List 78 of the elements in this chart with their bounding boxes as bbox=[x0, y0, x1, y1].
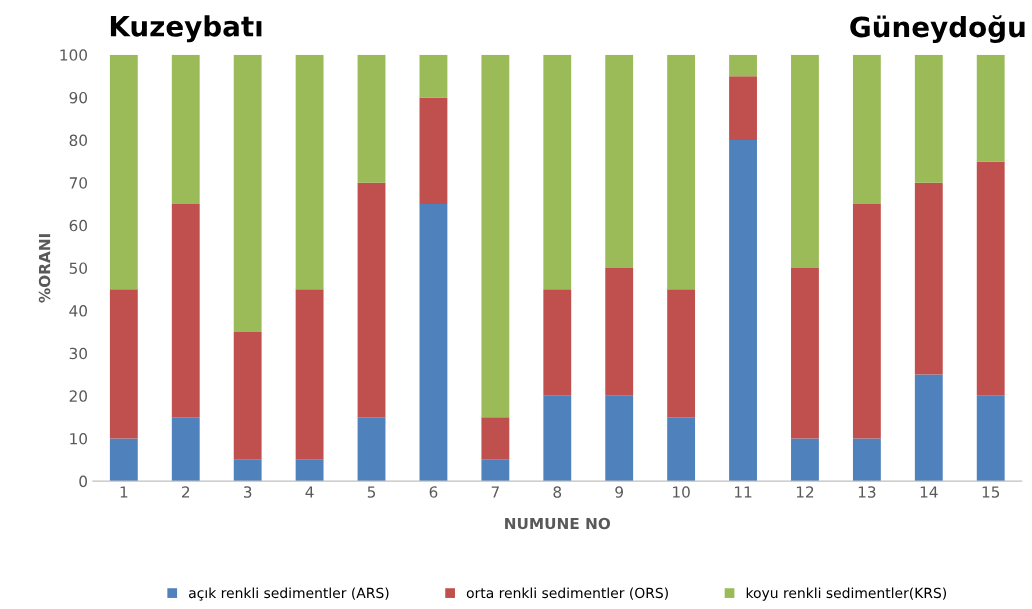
bar bbox=[543, 395, 572, 482]
bar bbox=[233, 331, 262, 460]
bar bbox=[914, 182, 943, 375]
legend-label: açık renkli sedimentler (ARS) bbox=[189, 587, 389, 601]
bar bbox=[481, 54, 510, 418]
bar bbox=[852, 438, 881, 482]
x-tick-label: 4 bbox=[305, 486, 314, 498]
bar bbox=[976, 54, 1005, 162]
y-tick-label: 50 bbox=[69, 262, 87, 274]
y-tick-label: 70 bbox=[69, 177, 87, 189]
bar bbox=[605, 54, 634, 268]
x-tick-label: 6 bbox=[429, 486, 438, 498]
bar bbox=[729, 140, 757, 482]
y-tick-label: 40 bbox=[69, 305, 87, 317]
x-tick-label: 15 bbox=[982, 486, 1000, 498]
y-axis-title: %ORANI bbox=[38, 234, 51, 303]
bar bbox=[295, 289, 324, 460]
bar bbox=[667, 417, 696, 482]
x-tick-label: 7 bbox=[491, 486, 499, 498]
x-tick-label: 14 bbox=[920, 486, 938, 498]
y-tick-label: 80 bbox=[69, 134, 87, 147]
bar bbox=[605, 395, 634, 482]
bar bbox=[295, 459, 324, 482]
y-tick-label: 60 bbox=[69, 219, 87, 232]
bar bbox=[419, 204, 448, 482]
y-tick-label: 30 bbox=[69, 347, 87, 360]
bar bbox=[171, 417, 200, 482]
bar bbox=[729, 54, 757, 77]
bar bbox=[357, 417, 386, 482]
bar bbox=[791, 54, 819, 268]
bar bbox=[914, 374, 943, 482]
bar bbox=[481, 459, 510, 482]
x-tick-label: 10 bbox=[673, 486, 690, 498]
x-tick-label: 5 bbox=[367, 486, 376, 498]
bar bbox=[852, 204, 881, 439]
x-tick-label: 13 bbox=[858, 486, 876, 498]
y-tick-label: 10 bbox=[70, 432, 87, 445]
bar bbox=[357, 182, 386, 418]
bar bbox=[233, 54, 262, 332]
bar bbox=[109, 54, 138, 290]
bar bbox=[419, 54, 448, 98]
x-tick-label: 9 bbox=[615, 486, 623, 498]
bar bbox=[667, 54, 696, 290]
bar bbox=[791, 438, 819, 482]
bar bbox=[171, 204, 200, 418]
x-tick-label: 8 bbox=[553, 486, 562, 498]
x-axis-title: NUMUNE NO bbox=[505, 517, 611, 530]
bar bbox=[357, 54, 386, 183]
bar bbox=[543, 54, 572, 290]
bar bbox=[605, 267, 634, 396]
x-tick-label: 1 bbox=[120, 486, 128, 498]
bar bbox=[852, 54, 881, 205]
bar bbox=[791, 267, 819, 439]
bar bbox=[729, 76, 757, 141]
bar bbox=[667, 289, 696, 418]
bar bbox=[976, 395, 1005, 482]
bar bbox=[109, 438, 138, 482]
bar bbox=[976, 161, 1005, 396]
text: Güneydoğu bbox=[850, 15, 1025, 43]
bar bbox=[295, 54, 324, 290]
bar bbox=[914, 54, 943, 183]
bar bbox=[419, 97, 448, 205]
x-tick-label: 11 bbox=[735, 486, 752, 498]
y-tick-label: 90 bbox=[69, 91, 87, 104]
x-tick-label: 12 bbox=[796, 486, 814, 498]
legend-label: orta renkli sedimentler (ORS) bbox=[466, 587, 668, 600]
text: Kuzeybatı bbox=[110, 15, 262, 43]
bar bbox=[109, 289, 138, 439]
y-tick-label: 100 bbox=[60, 49, 87, 61]
y-tick-label: 20 bbox=[69, 390, 87, 402]
legend-label: koyu renkli sedimentler(KRS) bbox=[746, 587, 947, 601]
bar bbox=[233, 459, 262, 482]
bar bbox=[543, 289, 572, 396]
y-tick-label: 0 bbox=[79, 475, 87, 488]
x-tick-label: 2 bbox=[182, 486, 190, 498]
bar bbox=[481, 417, 510, 460]
x-tick-label: 3 bbox=[243, 486, 252, 498]
bar bbox=[171, 54, 200, 205]
